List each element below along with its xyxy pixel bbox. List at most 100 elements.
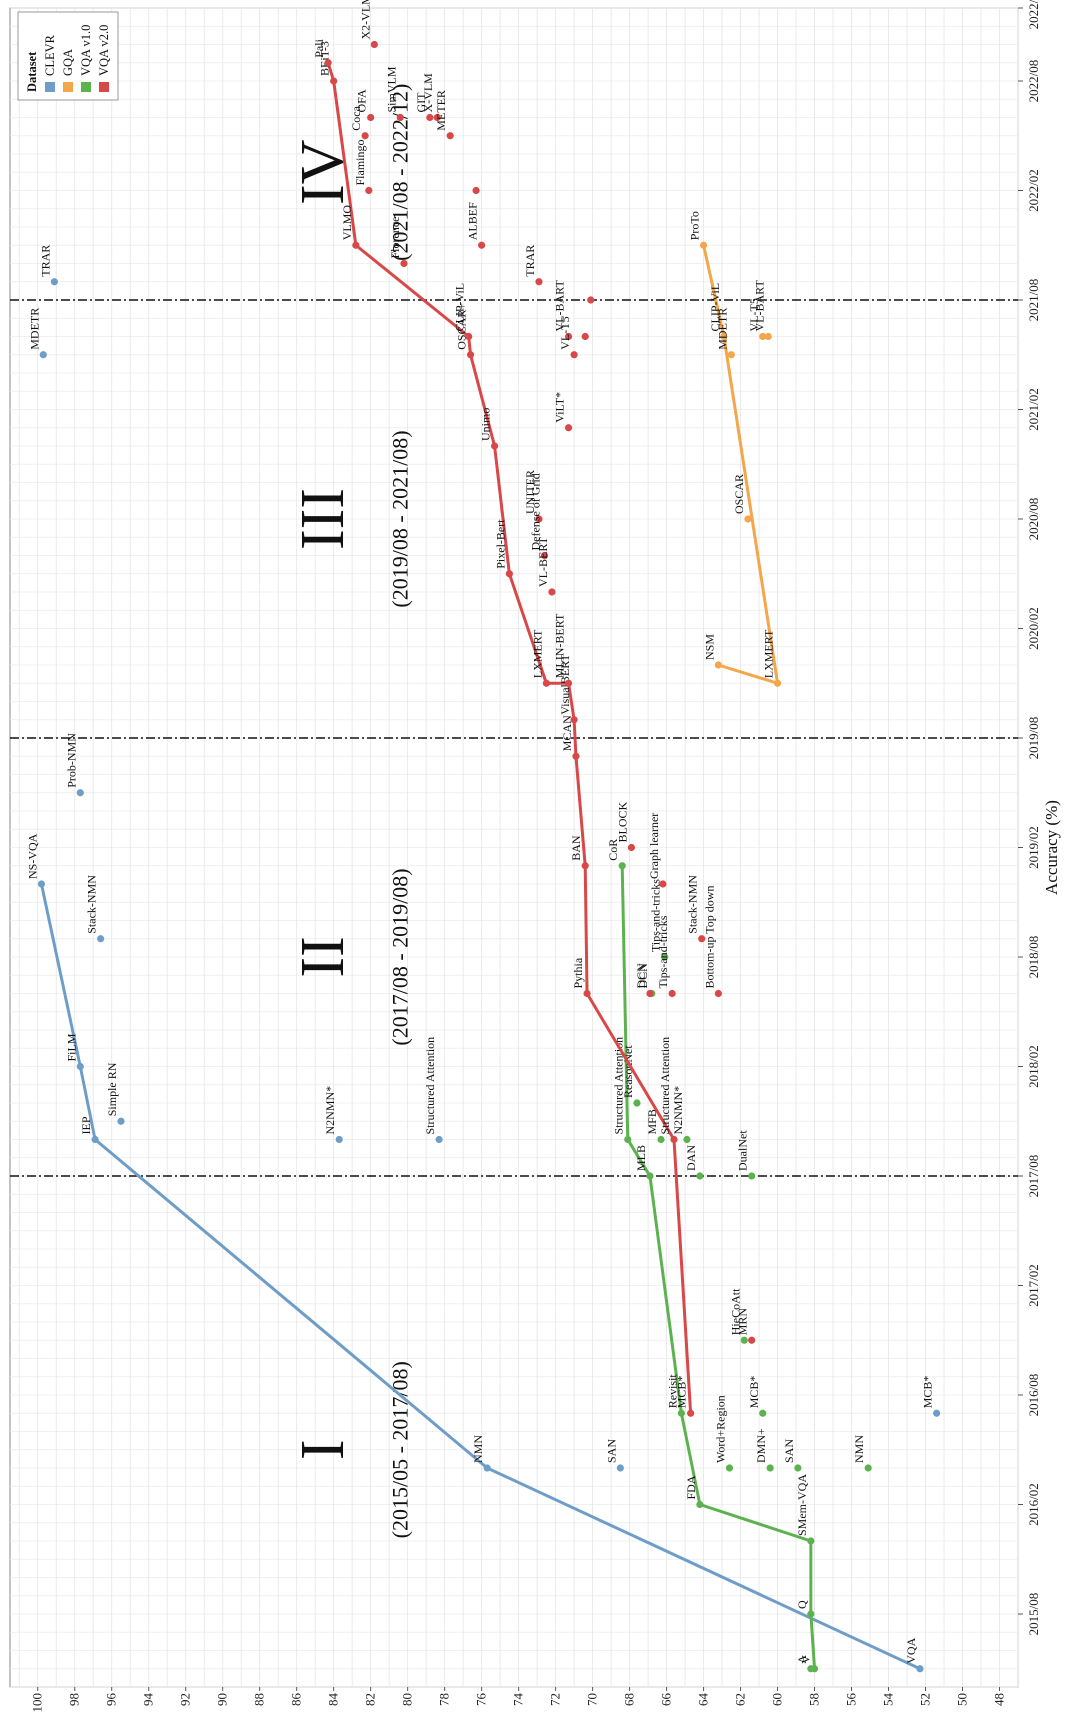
point-label: NMN bbox=[471, 1435, 485, 1463]
data-point-simvlm bbox=[396, 113, 404, 122]
data-point-ns-vqa bbox=[37, 880, 46, 888]
point-label: MCAN bbox=[560, 715, 574, 751]
y-tick-label: 80 bbox=[400, 1693, 415, 1706]
data-point-nmn bbox=[864, 1464, 872, 1472]
data-point-structured-attention bbox=[435, 1135, 443, 1144]
data-point-dcn bbox=[646, 989, 654, 998]
legend-item: VQA v2.0 bbox=[97, 25, 111, 76]
series-line-gqa bbox=[702, 244, 780, 685]
data-point-fda bbox=[696, 1500, 704, 1509]
point-label: GIT bbox=[414, 92, 428, 113]
data-point-visualbert bbox=[570, 716, 578, 724]
y-tick-label: 60 bbox=[770, 1693, 785, 1706]
point-label: TRAR bbox=[523, 245, 537, 277]
y-tick-label: 84 bbox=[326, 1693, 341, 1707]
y-axis-title: Accuracy (%) bbox=[1042, 800, 1061, 895]
x-tick-label: 2020/02 bbox=[1026, 607, 1041, 650]
point-label: Revisit bbox=[665, 1374, 679, 1409]
point-label: NMN bbox=[852, 1435, 866, 1463]
point-label: BAN bbox=[569, 835, 583, 861]
data-point-clip-vil bbox=[720, 332, 728, 341]
point-label: Coca bbox=[349, 105, 363, 130]
point-label: SimVLM bbox=[384, 66, 398, 112]
point-label: MCB* bbox=[921, 1376, 935, 1409]
point-label: LXMERT bbox=[530, 629, 544, 678]
point-label: VL-BART bbox=[553, 280, 567, 332]
data-point-dmn bbox=[766, 1464, 774, 1472]
point-label: MDETR bbox=[27, 308, 41, 350]
data-point-trar bbox=[535, 278, 543, 286]
data-point-mcb bbox=[687, 1409, 695, 1417]
legend: Dataset CLEVR GQA VQA v1.0 VQA v2.0 bbox=[17, 11, 119, 101]
data-point-meter bbox=[446, 132, 454, 140]
data-point-structured-attention bbox=[670, 1135, 678, 1144]
y-tick-label: 100 bbox=[30, 1693, 45, 1713]
point-label: METER bbox=[434, 90, 448, 131]
data-point-san bbox=[794, 1464, 802, 1472]
legend-item: VQA v1.0 bbox=[79, 25, 93, 76]
data-point-san bbox=[616, 1464, 624, 1472]
point-label: DCN bbox=[634, 963, 648, 989]
data-point-mcb bbox=[759, 1409, 767, 1417]
data-point-n2nmn bbox=[335, 1135, 343, 1144]
point-label: Tips-and-tricks bbox=[649, 879, 663, 952]
data-point-mdetr bbox=[727, 351, 735, 359]
x-tick-label: 2022/02 bbox=[1026, 169, 1041, 212]
data-point-ban bbox=[581, 862, 589, 870]
data-point-nmn bbox=[483, 1464, 491, 1472]
data-point-oscar bbox=[744, 515, 752, 523]
point-label: VL-T5 bbox=[747, 298, 761, 331]
data-point-a bbox=[807, 1665, 815, 1673]
x-tick-label: 2019/02 bbox=[1026, 826, 1041, 869]
x-tick-label: 2020/08 bbox=[1026, 498, 1041, 541]
data-point-word-region bbox=[725, 1464, 734, 1472]
point-label: X2-VLM bbox=[358, 0, 372, 40]
point-label: Prob-NMN bbox=[64, 733, 78, 788]
x-tick-label: 2018/08 bbox=[1026, 936, 1041, 979]
point-label: Stack-NMN bbox=[85, 875, 99, 934]
data-point-vlmo bbox=[352, 241, 360, 249]
y-tick-label: 82 bbox=[363, 1693, 378, 1706]
point-label: Bottom-up Top down bbox=[702, 886, 716, 989]
data-point-mlin-bert bbox=[564, 679, 573, 687]
series-vqa-v1-0: V Q SMem-VQA FDA Revisit MLB Structured Attent… bbox=[606, 839, 872, 1673]
data-point-proto bbox=[699, 241, 708, 249]
point-label: DCN bbox=[636, 963, 650, 989]
data-point-block bbox=[627, 843, 636, 852]
data-point-hiecoatt bbox=[740, 1336, 748, 1344]
data-point-mrn bbox=[748, 1336, 756, 1344]
data-point-x-vlm bbox=[433, 113, 441, 122]
point-label: MCB* bbox=[747, 1376, 761, 1409]
point-label: OSCAR+ bbox=[455, 303, 469, 350]
point-label: MFB bbox=[645, 1109, 659, 1134]
y-tick-label: 90 bbox=[215, 1693, 230, 1706]
point-label: MDETR bbox=[715, 308, 729, 350]
data-point-vl-bert bbox=[548, 588, 556, 596]
point-label: CLIP-ViL bbox=[453, 283, 467, 332]
data-point-mfb bbox=[657, 1135, 665, 1144]
era-numeral: III bbox=[289, 488, 357, 550]
y-tick-label: 66 bbox=[659, 1693, 674, 1707]
data-point-simple-rn bbox=[117, 1117, 125, 1125]
data-point-pixel-bert bbox=[505, 570, 513, 578]
point-label: HieCoAtt bbox=[728, 1288, 742, 1335]
data-point-bottom-up-top-down bbox=[714, 989, 722, 998]
era-label-i: I (2015/05 - 2017/08) bbox=[289, 1361, 413, 1538]
series-vqa-v2-0: MCB*Structured AttentionPythiaBANMCANVis… bbox=[312, 0, 756, 1417]
point-label: SMem-VQA bbox=[795, 1474, 809, 1536]
point-label: DAN bbox=[684, 1145, 698, 1171]
point-label: Structured Attention bbox=[612, 1037, 626, 1135]
point-label: ViLT* bbox=[553, 392, 567, 423]
legend-item: GQA bbox=[61, 49, 75, 76]
y-tick-label: 50 bbox=[955, 1693, 970, 1706]
point-label: NS-VQA bbox=[25, 833, 39, 879]
point-label: FDA bbox=[684, 1475, 698, 1499]
point-label: Unimo bbox=[479, 408, 493, 441]
point-label: Q bbox=[795, 1600, 809, 1609]
data-point-structured-attention bbox=[624, 1135, 632, 1144]
point-label: VL-T5 bbox=[558, 316, 572, 349]
point-label: ProTo bbox=[688, 211, 702, 240]
point-label: Graph learner bbox=[647, 813, 661, 879]
